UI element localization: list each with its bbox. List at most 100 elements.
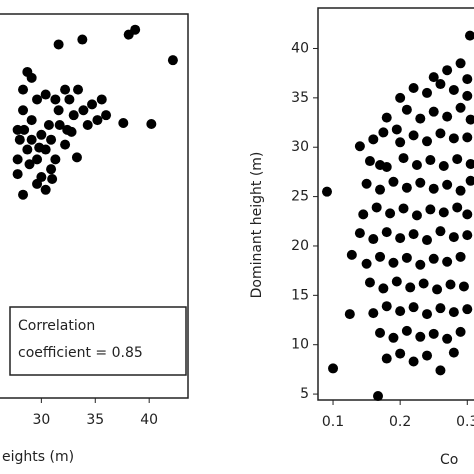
point — [422, 87, 433, 98]
point — [455, 58, 466, 69]
point — [118, 118, 129, 129]
point — [54, 119, 65, 130]
point — [464, 30, 474, 41]
point — [375, 251, 386, 262]
point — [455, 251, 466, 262]
point — [452, 202, 463, 213]
point — [388, 257, 399, 268]
point — [465, 175, 474, 186]
point — [395, 92, 406, 103]
point — [395, 306, 406, 317]
point — [32, 178, 43, 189]
point — [78, 105, 89, 116]
point — [50, 94, 61, 105]
point — [364, 277, 375, 288]
x-tick-label: 40 — [140, 412, 158, 428]
point — [146, 118, 157, 129]
point — [378, 283, 389, 294]
x-axis-label: eights (m) — [2, 449, 74, 465]
annotation: Correlation — [18, 318, 95, 334]
point — [462, 209, 473, 220]
point — [130, 24, 141, 35]
annotation-box — [9, 306, 187, 376]
point — [442, 256, 453, 267]
point — [452, 154, 463, 165]
point — [435, 226, 446, 237]
point — [408, 302, 419, 313]
point — [24, 159, 35, 170]
point — [101, 110, 112, 121]
point — [435, 365, 446, 376]
point — [422, 235, 433, 246]
point — [442, 333, 453, 344]
point — [62, 124, 73, 135]
x-axis-label: Co — [440, 452, 458, 468]
point — [26, 115, 37, 126]
point — [428, 106, 439, 117]
point — [12, 169, 23, 180]
point — [395, 348, 406, 359]
point — [92, 115, 103, 126]
point — [43, 119, 54, 130]
point — [465, 114, 474, 125]
point — [73, 84, 84, 95]
point — [408, 229, 419, 240]
y-axis-label: Dominant height (m) — [249, 152, 265, 299]
point — [395, 233, 406, 244]
point — [321, 186, 332, 197]
point — [344, 309, 355, 320]
point — [401, 325, 412, 336]
point — [328, 363, 339, 374]
point — [50, 154, 61, 165]
point — [388, 332, 399, 343]
point — [428, 183, 439, 194]
point — [18, 84, 29, 95]
point — [388, 176, 399, 187]
point — [462, 74, 473, 85]
point — [53, 39, 64, 50]
point — [422, 309, 433, 320]
point — [435, 128, 446, 139]
point — [368, 234, 379, 245]
point — [422, 350, 433, 361]
point — [455, 326, 466, 337]
point — [77, 34, 88, 45]
point — [19, 124, 30, 135]
point — [422, 136, 433, 147]
point — [425, 155, 436, 166]
point — [381, 353, 392, 364]
point — [32, 154, 43, 165]
point — [448, 84, 459, 95]
point — [428, 328, 439, 339]
point — [375, 184, 386, 195]
point — [82, 119, 93, 130]
point — [401, 252, 412, 263]
y-tick-label: 20 — [291, 238, 309, 254]
point — [401, 182, 412, 193]
point — [462, 230, 473, 241]
point — [361, 178, 372, 189]
point — [401, 104, 412, 115]
point — [36, 129, 47, 140]
point — [458, 281, 469, 292]
point — [462, 304, 473, 315]
point — [381, 227, 392, 238]
point — [435, 79, 446, 90]
point — [47, 173, 58, 184]
point — [438, 207, 449, 218]
point — [411, 210, 422, 221]
y-tick-label: 40 — [291, 40, 309, 56]
point — [64, 94, 75, 105]
point — [364, 156, 375, 167]
point — [445, 279, 456, 290]
plot-frame — [317, 7, 474, 401]
point — [14, 134, 25, 145]
point — [432, 284, 443, 295]
point — [405, 282, 416, 293]
x-tick-label: 30 — [32, 412, 50, 428]
x-tick-label: 35 — [86, 412, 104, 428]
x-tick-label: 0.1 — [322, 414, 344, 430]
point — [448, 232, 459, 243]
point — [26, 72, 37, 83]
point — [34, 142, 45, 153]
